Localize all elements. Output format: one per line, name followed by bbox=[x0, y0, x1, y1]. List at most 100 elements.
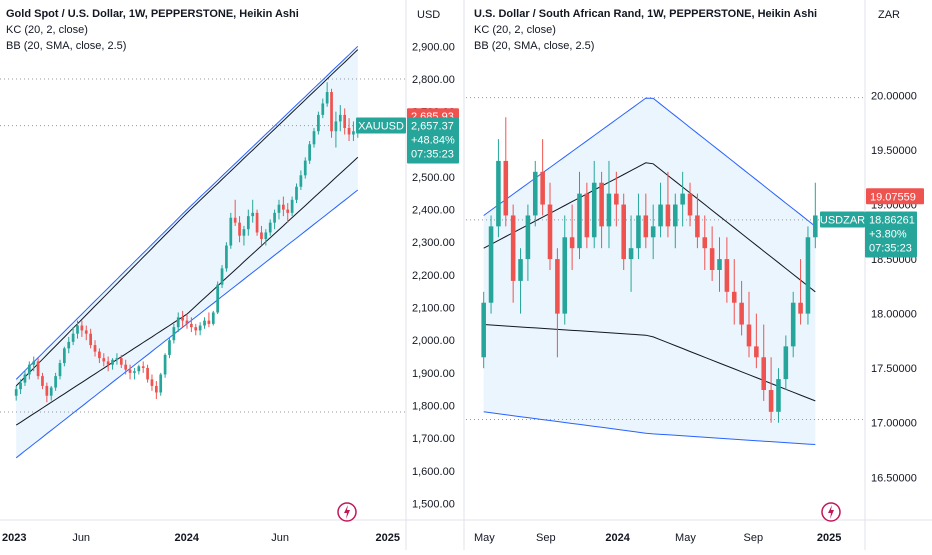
candle-xauusd bbox=[295, 183, 298, 204]
candle-usdzar bbox=[628, 215, 634, 292]
xauusd-legend: Gold Spot / U.S. Dollar, 1W, PEPPERSTONE… bbox=[6, 6, 299, 54]
usdzar-legend: U.S. Dollar / South African Rand, 1W, PE… bbox=[474, 6, 817, 54]
candle-usdzar bbox=[606, 160, 612, 249]
candle-xauusd bbox=[76, 320, 79, 339]
candle-usdzar bbox=[717, 237, 722, 292]
y-tick-label-usdzar: 20.00000 bbox=[871, 90, 917, 102]
candle-usdzar bbox=[621, 193, 626, 270]
candle-body bbox=[54, 376, 57, 388]
candle-body bbox=[111, 359, 114, 365]
candle-xauusd bbox=[185, 314, 189, 329]
xauusd-bb-label[interactable]: BB (20, SMA, close, 2.5) bbox=[6, 40, 127, 52]
candle-body bbox=[63, 348, 66, 364]
candle-body bbox=[172, 327, 176, 341]
candle-body bbox=[76, 325, 79, 334]
candle-xauusd bbox=[233, 199, 237, 226]
candle-xauusd bbox=[290, 196, 294, 217]
candle-usdzar bbox=[724, 237, 730, 303]
lightning-alert-icon bbox=[821, 502, 841, 522]
candle-body bbox=[146, 367, 149, 380]
usdzar-title[interactable]: U.S. Dollar / South African Rand, 1W, PE… bbox=[474, 8, 818, 20]
candle-body bbox=[525, 215, 531, 260]
candle-xauusd bbox=[343, 108, 347, 135]
candle-body bbox=[658, 204, 663, 227]
usdzar-bb-label[interactable]: BB (20, SMA, close, 2.5) bbox=[474, 40, 595, 52]
candle-xauusd bbox=[255, 209, 259, 236]
candle-body bbox=[233, 217, 237, 223]
marked-price-text-usdzar: 19.07559 bbox=[870, 191, 916, 203]
candle-usdzar bbox=[783, 335, 789, 390]
xauusd-title[interactable]: Gold Spot / U.S. Dollar, 1W, PEPPERSTONE… bbox=[6, 8, 299, 20]
candle-usdzar bbox=[650, 204, 656, 260]
candle-body bbox=[338, 114, 342, 122]
candle-body bbox=[238, 222, 241, 236]
candle-body bbox=[36, 361, 40, 377]
candle-body bbox=[636, 215, 641, 249]
xauusd-kc-label[interactable]: KC (20, 2, close) bbox=[6, 24, 88, 36]
candle-xauusd bbox=[154, 381, 158, 399]
candle-body bbox=[80, 325, 84, 331]
candle-body bbox=[203, 320, 206, 326]
symbol-tag-xauusd: XAUUSD bbox=[358, 121, 404, 133]
x-tick-label-xauusd: 2023 bbox=[2, 532, 26, 544]
candle-body bbox=[128, 369, 132, 373]
candle-body bbox=[488, 226, 494, 303]
candle-usdzar bbox=[518, 248, 523, 314]
candle-xauusd bbox=[168, 336, 171, 359]
candle-xauusd bbox=[312, 127, 316, 148]
candle-body bbox=[330, 92, 333, 132]
candle-xauusd bbox=[128, 364, 132, 380]
bb-upper-usdzar bbox=[483, 97, 816, 227]
candle-body bbox=[19, 382, 22, 390]
candle-body bbox=[790, 302, 796, 347]
candle-body bbox=[190, 323, 193, 328]
candle-body bbox=[84, 330, 88, 334]
candle-xauusd bbox=[141, 361, 145, 373]
candle-usdzar bbox=[739, 280, 744, 336]
xauusd-currency-label[interactable]: USD bbox=[417, 9, 441, 21]
candle-xauusd bbox=[23, 371, 27, 386]
candle-xauusd bbox=[260, 225, 263, 246]
candle-body bbox=[168, 340, 171, 355]
candle-body bbox=[481, 302, 486, 358]
candle-usdzar bbox=[525, 204, 531, 281]
candle-body bbox=[303, 160, 307, 176]
candle-body bbox=[163, 354, 167, 375]
candle-xauusd bbox=[330, 88, 333, 138]
candle-xauusd bbox=[251, 199, 255, 223]
candle-body bbox=[798, 302, 803, 314]
candle-usdzar bbox=[591, 160, 597, 249]
usdzar-kc-label[interactable]: KC (20, 2, close) bbox=[474, 24, 556, 36]
candle-usdzar bbox=[503, 117, 509, 227]
candle-usdzar bbox=[547, 182, 553, 270]
candle-body bbox=[731, 291, 737, 303]
candle-xauusd bbox=[238, 216, 241, 243]
bb-upper-xauusd bbox=[15, 45, 359, 380]
y-tick-label-xauusd: 2,100.00 bbox=[412, 303, 455, 315]
candle-xauusd bbox=[63, 346, 66, 367]
candle-body bbox=[98, 351, 101, 359]
candle-xauusd bbox=[36, 358, 40, 380]
candle-body bbox=[115, 358, 119, 360]
candle-body bbox=[673, 204, 678, 227]
candle-xauusd bbox=[119, 354, 123, 368]
candle-body bbox=[584, 193, 590, 238]
usdzar-currency-label[interactable]: ZAR bbox=[878, 9, 900, 21]
candle-xauusd bbox=[352, 121, 355, 142]
y-tick-label-xauusd: 2,300.00 bbox=[412, 237, 455, 249]
candle-body bbox=[251, 212, 255, 217]
countdown-text-usdzar: 07:35:23 bbox=[869, 243, 912, 255]
candle-xauusd bbox=[194, 323, 198, 336]
x-tick-label-usdzar: 2024 bbox=[605, 532, 630, 544]
countdown-text-xauusd: 07:35:23 bbox=[411, 149, 454, 161]
x-tick-label-usdzar: Sep bbox=[536, 532, 556, 544]
symbol-tag-bg-xauusd bbox=[356, 117, 406, 134]
candle-xauusd bbox=[264, 229, 268, 246]
candle-body bbox=[628, 248, 634, 260]
candle-body bbox=[89, 333, 93, 346]
y-tick-label-xauusd: 1,500.00 bbox=[412, 498, 455, 510]
candle-usdzar bbox=[805, 226, 811, 325]
candle-body bbox=[246, 216, 250, 230]
candle-body bbox=[295, 186, 298, 200]
